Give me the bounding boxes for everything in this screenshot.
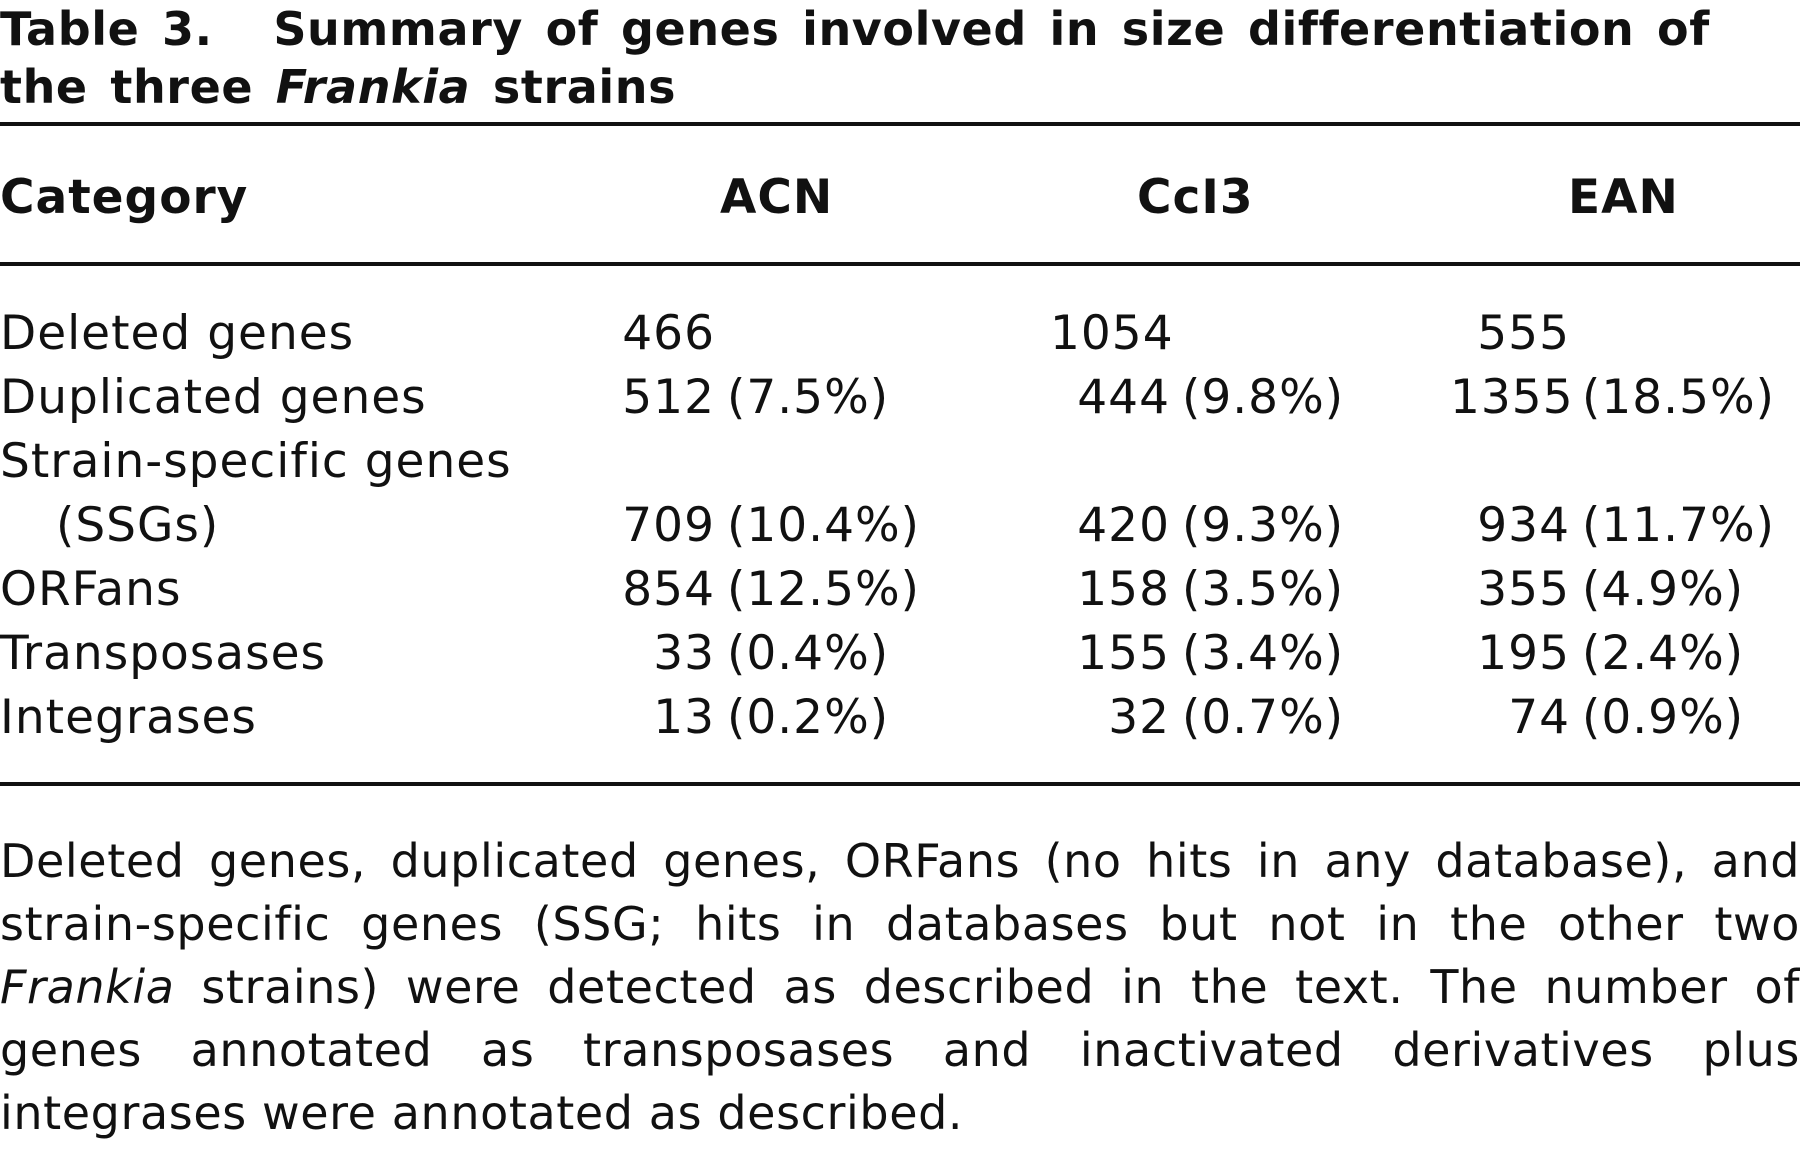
table-body: Deleted genes 466 1054 555 Duplicated ge… [0,302,1800,750]
row-category: (SSGs) [56,498,220,553]
acn-value: 512 (7.5%) [620,366,940,430]
row-category: Deleted genes [0,306,355,361]
value-number: 33 [653,626,715,681]
ean-value: 74 (0.9%) [1450,686,1800,750]
cci3-value: 155 (3.4%) [1050,622,1370,686]
acn-value: 466 [620,302,940,366]
ean-value: 195 (2.4%) [1450,622,1800,686]
value-percent: (0.9%) [1582,690,1745,745]
row-category: Transposases [0,626,326,681]
table-row: (SSGs) 709 (10.4%) 420 (9.3%) 934 (11.7%) [0,494,1800,558]
top-rule [0,122,1800,126]
table-title-italic: Frankia [275,60,471,114]
cci3-value: 158 (3.5%) [1050,558,1370,622]
ean-value: 355 (4.9%) [1450,558,1800,622]
footnote-text-2: strains) were detected as described in t… [0,960,1800,1140]
table-row: Integrases 13 (0.2%) 32 (0.7%) 74 (0.9%) [0,686,1800,750]
value-number: 934 [1477,498,1570,553]
acn-value: 33 (0.4%) [620,622,940,686]
value-percent: (11.7%) [1582,498,1775,553]
value-percent: (0.4%) [727,626,890,681]
cci3-value: 32 (0.7%) [1050,686,1370,750]
table-footnote: Deleted genes, duplicated genes, ORFans … [0,830,1800,1145]
acn-value: 854 (12.5%) [620,558,940,622]
table-row: ORFans 854 (12.5%) 158 (3.5%) 355 (4.9%) [0,558,1800,622]
column-header-acn: ACN [720,170,834,225]
value-percent: (12.5%) [727,562,920,617]
row-category: Integrases [0,690,257,745]
table-label: Table 3. [0,2,213,56]
value-percent: (0.2%) [727,690,890,745]
value-number: 74 [1508,690,1570,745]
ean-value: 1355 (18.5%) [1450,366,1800,430]
table-title-end: strains [492,60,677,114]
bottom-rule [0,782,1800,786]
cci3-value: 1054 [1050,302,1370,366]
table-title: Table 3. Summary of genes involved in si… [0,0,1800,116]
acn-value: 13 (0.2%) [620,686,940,750]
acn-value: 709 (10.4%) [620,494,940,558]
value-number: 195 [1477,626,1570,681]
value-percent: (2.4%) [1582,626,1745,681]
value-percent: (3.5%) [1182,562,1345,617]
value-percent: (7.5%) [727,370,890,425]
value-percent: (9.3%) [1182,498,1345,553]
value-number: 555 [1477,306,1570,361]
value-percent: (18.5%) [1582,370,1775,425]
value-number: 854 [622,562,715,617]
column-header-cci3: CcI3 [1137,170,1254,225]
value-number: 158 [1077,562,1170,617]
column-header-ean: EAN [1568,170,1679,225]
table-row: Transposases 33 (0.4%) 155 (3.4%) 195 (2.4%… [0,622,1800,686]
row-category: Duplicated genes [0,370,427,425]
value-number: 512 [622,370,715,425]
value-number: 13 [653,690,715,745]
value-percent: (4.9%) [1582,562,1745,617]
ean-value: 934 (11.7%) [1450,494,1800,558]
value-percent: (10.4%) [727,498,920,553]
table-row-label: Strain-specific genes [0,430,1800,494]
row-category: ORFans [0,562,182,617]
value-number: 466 [622,306,715,361]
value-number: 32 [1108,690,1170,745]
value-number: 444 [1077,370,1170,425]
ean-value: 555 [1450,302,1800,366]
value-number: 1355 [1450,370,1574,425]
value-number: 155 [1077,626,1170,681]
value-number: 355 [1477,562,1570,617]
cci3-value: 444 (9.8%) [1050,366,1370,430]
row-category-line1: Strain-specific genes [0,434,512,489]
value-number: 709 [622,498,715,553]
footnote-text-1: Deleted genes, duplicated genes, ORFans … [0,834,1800,951]
column-header-category: Category [0,170,249,225]
value-number: 420 [1077,498,1170,553]
value-percent: (3.4%) [1182,626,1345,681]
table-row: Duplicated genes 512 (7.5%) 444 (9.8%) 135… [0,366,1800,430]
header-rule [0,262,1800,266]
footnote-italic: Frankia [0,960,175,1014]
table-row: Deleted genes 466 1054 555 [0,302,1800,366]
value-number: 1054 [1050,306,1174,361]
table-title-text: Summary of genes involved in size differ… [0,2,1710,114]
value-percent: (0.7%) [1182,690,1345,745]
value-percent: (9.8%) [1182,370,1345,425]
cci3-value: 420 (9.3%) [1050,494,1370,558]
